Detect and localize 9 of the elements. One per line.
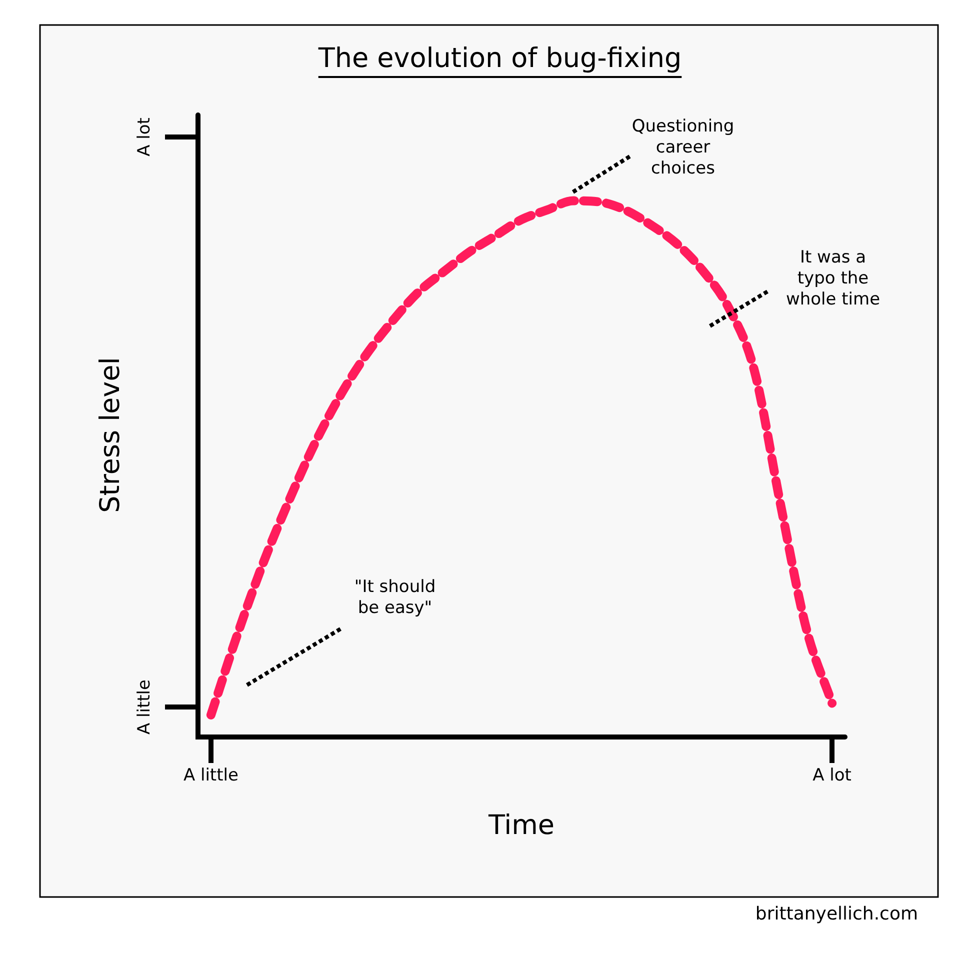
- text: Questioning career choices: [632, 116, 734, 178]
- text: brittanyellich.com: [755, 904, 918, 925]
- text: A lot: [134, 117, 154, 156]
- annotation: "It should be easy": [354, 576, 436, 618]
- y-axis-title: Stress level: [95, 357, 126, 513]
- x-axis-title: Time: [487, 810, 555, 841]
- annotation: It was a typo the whole time: [786, 247, 880, 310]
- chart-title: The evolution of bug-fixing: [317, 43, 682, 74]
- text: A little: [134, 680, 154, 734]
